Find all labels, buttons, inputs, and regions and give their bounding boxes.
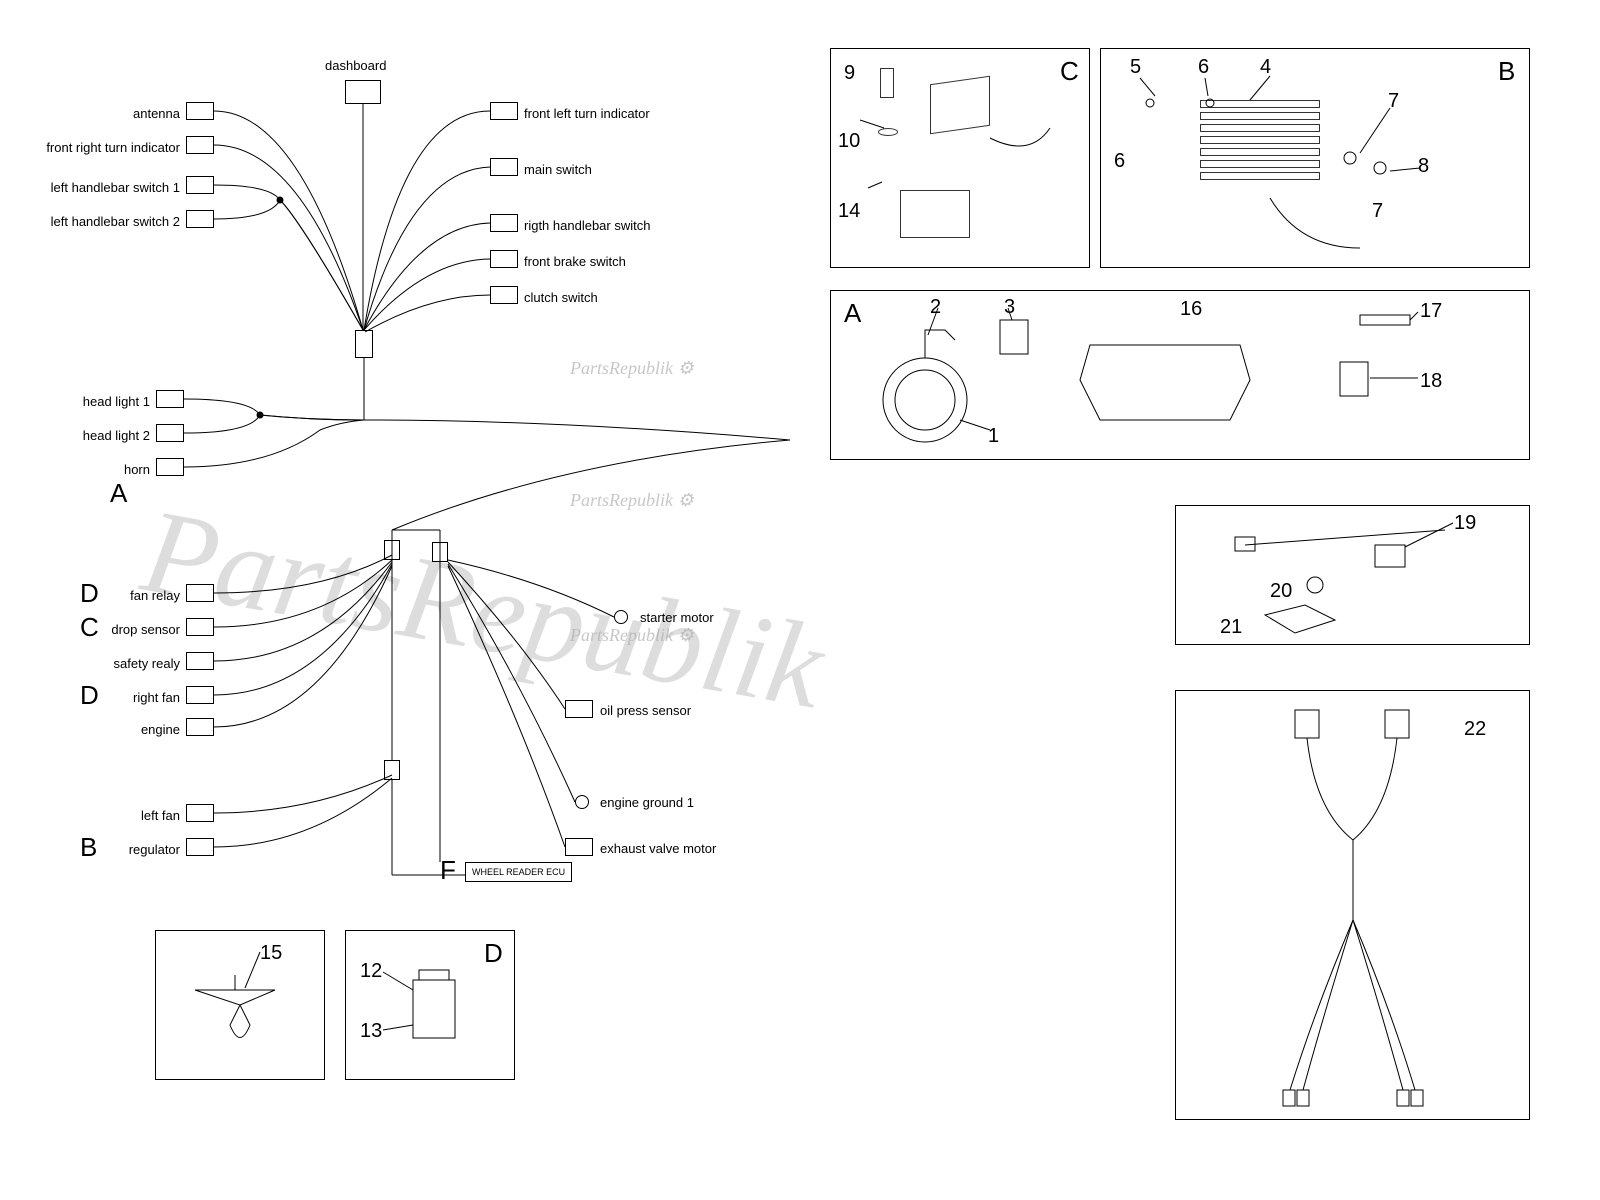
- lbl-fbs: front brake switch: [524, 254, 626, 269]
- junction-box-1: [355, 330, 373, 358]
- num-1: 1: [988, 425, 999, 448]
- dashboard-box: [345, 80, 381, 104]
- num-8: 8: [1418, 155, 1429, 178]
- lbl-regulator: regulator: [50, 842, 180, 857]
- lbl-horn: horn: [40, 462, 150, 477]
- box-front-right-turn: [186, 136, 214, 154]
- letter-C-panel: C: [1060, 56, 1079, 87]
- lbl-main-switch: main switch: [524, 162, 592, 177]
- num-15: 15: [260, 942, 282, 965]
- box-hl2: [156, 424, 184, 442]
- junction-box-2: [384, 540, 400, 560]
- sketch-sensor-box: [930, 76, 990, 134]
- num-7: 7: [1388, 90, 1399, 113]
- lbl-exhaust: exhaust valve motor: [600, 841, 716, 856]
- num-9: 9: [844, 62, 855, 85]
- sketch-9-screw: [880, 68, 894, 98]
- num-17: 17: [1420, 300, 1442, 323]
- num-6: 6: [1198, 56, 1209, 79]
- box-flti: [490, 102, 518, 120]
- watermark-small-3: PartsRepublik ⚙: [570, 625, 694, 646]
- lbl-engground: engine ground 1: [600, 795, 694, 810]
- box-rightfan: [186, 686, 214, 704]
- dashboard-label: dashboard: [325, 58, 386, 73]
- box-exhaust: [565, 838, 593, 856]
- box-antenna: [186, 102, 214, 120]
- box-fanrelay: [186, 584, 214, 602]
- panel-22: [1175, 690, 1530, 1120]
- lbl-safetyrelay: safety realy: [50, 656, 180, 671]
- panel-15: [155, 930, 325, 1080]
- box-engine: [186, 718, 214, 736]
- lbl-flti: front left turn indicator: [524, 106, 650, 121]
- num-3: 3: [1004, 296, 1015, 319]
- box-horn: [156, 458, 184, 476]
- num-4: 4: [1260, 56, 1271, 79]
- num-14: 14: [838, 200, 860, 223]
- lbl-fanrelay: fan relay: [50, 588, 180, 603]
- ecu-box: WHEEL READER ECU: [465, 862, 572, 882]
- num-12: 12: [360, 960, 382, 983]
- box-lhs2: [186, 210, 214, 228]
- lbl-hl2: head light 2: [40, 428, 150, 443]
- lbl-front-right-turn: front right turn indicator: [0, 140, 180, 155]
- sketch-14-box: [900, 190, 970, 238]
- gear-icon: ⚙: [677, 490, 693, 510]
- lbl-clutch: clutch switch: [524, 290, 598, 305]
- letter-D-panel: D: [484, 938, 503, 969]
- box-hl1: [156, 390, 184, 408]
- num-21: 21: [1220, 616, 1242, 639]
- gear-icon: ⚙: [677, 625, 693, 645]
- lbl-leftfan: left fan: [50, 808, 180, 823]
- lbl-engine: engine: [50, 722, 180, 737]
- num-5: 5: [1130, 56, 1141, 79]
- letter-A-left: A: [110, 478, 127, 509]
- num-18: 18: [1420, 370, 1442, 393]
- box-lhs1: [186, 176, 214, 194]
- lbl-starter: starter motor: [640, 610, 714, 625]
- num-13: 13: [360, 1020, 382, 1043]
- lbl-dropsensor: drop sensor: [50, 622, 180, 637]
- letter-B-panel: B: [1498, 56, 1515, 87]
- lbl-antenna: antenna: [50, 106, 180, 121]
- letter-F: F: [440, 855, 456, 886]
- num-19: 19: [1454, 512, 1476, 535]
- lbl-hl1: head light 1: [40, 394, 150, 409]
- lbl-lhs1: left handlebar switch 1: [0, 180, 180, 195]
- watermark-small-2: PartsRepublik ⚙: [570, 490, 694, 511]
- box-main-switch: [490, 158, 518, 176]
- num-20: 20: [1270, 580, 1292, 603]
- box-safetyrelay: [186, 652, 214, 670]
- lbl-rightfan: right fan: [50, 690, 180, 705]
- ring-engground: [575, 795, 589, 809]
- watermark-main: PartsRepublik: [133, 481, 833, 736]
- junction-box-3: [432, 542, 448, 562]
- gear-icon: ⚙: [677, 358, 693, 378]
- num-16: 16: [1180, 298, 1202, 321]
- watermark-small-1: PartsRepublik ⚙: [570, 358, 694, 379]
- num-22: 22: [1464, 718, 1486, 741]
- lbl-oilpress: oil press sensor: [600, 703, 691, 718]
- lbl-rhs: rigth handlebar switch: [524, 218, 650, 233]
- letter-A-panel: A: [844, 298, 861, 329]
- box-fbs: [490, 250, 518, 268]
- sketch-regulator: [1200, 100, 1320, 190]
- box-clutch: [490, 286, 518, 304]
- box-regulator: [186, 838, 214, 856]
- box-leftfan: [186, 804, 214, 822]
- num-7b: 7: [1372, 200, 1383, 223]
- junction-box-4: [384, 760, 400, 780]
- ring-starter: [614, 610, 628, 624]
- box-oilpress: [565, 700, 593, 718]
- num-6b: 6: [1114, 150, 1125, 173]
- box-rhs: [490, 214, 518, 232]
- num-10: 10: [838, 130, 860, 153]
- lbl-lhs2: left handlebar switch 2: [0, 214, 180, 229]
- num-2: 2: [930, 296, 941, 319]
- box-dropsensor: [186, 618, 214, 636]
- sketch-10-washer: [878, 128, 898, 136]
